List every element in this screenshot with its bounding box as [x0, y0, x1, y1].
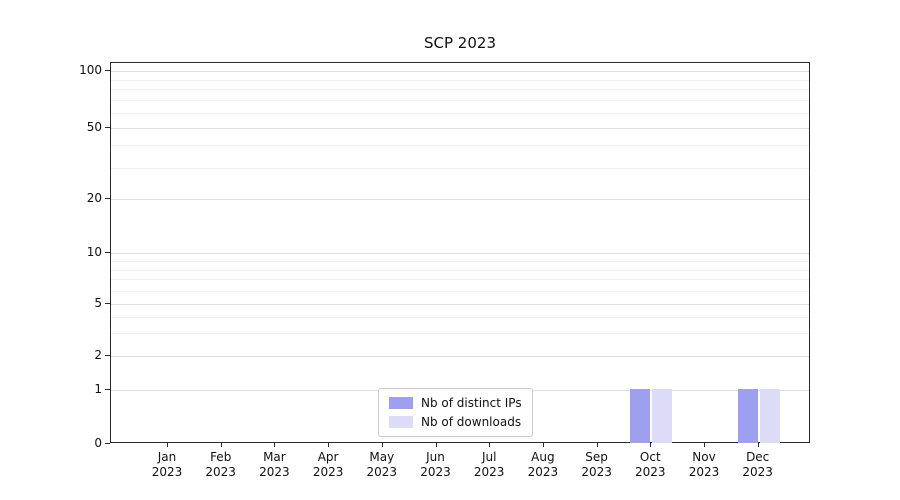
y-tick-mark — [105, 252, 110, 254]
x-tick-mark — [489, 443, 491, 447]
major-gridline — [111, 355, 809, 357]
minor-gridline — [111, 269, 809, 271]
x-tick-label: Nov 2023 — [688, 450, 720, 479]
minor-gridline — [111, 316, 809, 318]
x-tick-label: Jan 2023 — [151, 450, 183, 479]
minor-gridline — [111, 167, 809, 169]
minor-gridline — [111, 290, 809, 292]
x-tick-mark — [328, 443, 330, 447]
major-gridline — [111, 128, 809, 130]
chart-title: SCP 2023 — [424, 34, 496, 52]
legend-swatch-downloads — [389, 416, 413, 428]
y-tick-label: 50 — [86, 120, 102, 135]
minor-gridline — [111, 333, 809, 335]
y-tick-mark — [105, 198, 110, 200]
y-tick-mark — [105, 70, 110, 71]
x-tick-mark — [704, 443, 705, 447]
minor-gridline — [111, 260, 809, 262]
minor-gridline — [111, 145, 809, 147]
x-tick-mark — [381, 443, 383, 447]
y-tick-mark — [105, 303, 110, 305]
y-tick-label: 20 — [86, 191, 102, 206]
y-tick-label: 1 — [94, 381, 102, 396]
major-gridline — [111, 304, 809, 306]
minor-gridline — [111, 79, 809, 81]
minor-gridline — [111, 100, 809, 102]
legend-swatch-distinct-ips — [389, 397, 413, 409]
x-tick-label: May 2023 — [366, 450, 398, 479]
y-tick-mark — [105, 388, 110, 390]
x-tick-label: Mar 2023 — [259, 450, 290, 479]
x-tick-mark — [542, 443, 544, 447]
legend-label-distinct-ips: Nb of distinct IPs — [421, 396, 522, 410]
y-tick-label: 10 — [86, 245, 102, 260]
legend: Nb of distinct IPs Nb of downloads — [378, 388, 533, 437]
bar-distinct-ips — [630, 388, 651, 443]
y-tick-label: 0 — [94, 436, 102, 450]
x-tick-mark — [596, 443, 598, 447]
major-gridline — [111, 71, 809, 72]
x-tick-mark — [220, 443, 222, 447]
y-tick-mark — [105, 354, 110, 356]
minor-gridline — [111, 113, 809, 115]
x-tick-label: Aug 2023 — [527, 450, 559, 479]
x-tick-mark — [435, 443, 437, 447]
x-tick-label: Dec 2023 — [742, 450, 773, 479]
x-tick-mark — [274, 443, 276, 447]
legend-item-distinct-ips: Nb of distinct IPs — [389, 396, 522, 410]
y-tick-label: 5 — [94, 296, 102, 311]
x-tick-label: Jul 2023 — [473, 450, 505, 479]
bar-downloads — [759, 388, 780, 443]
x-tick-label: Sep 2023 — [581, 450, 612, 479]
major-gridline — [111, 253, 809, 255]
y-tick-label: 100 — [79, 63, 102, 77]
x-tick-label: Feb 2023 — [205, 450, 236, 479]
legend-item-downloads: Nb of downloads — [389, 415, 522, 429]
bar-distinct-ips — [737, 388, 758, 443]
x-tick-label: Apr 2023 — [312, 450, 344, 479]
plot-area: Nb of distinct IPs Nb of downloads — [110, 62, 810, 443]
minor-gridline — [111, 89, 809, 91]
bar-downloads — [652, 388, 673, 443]
major-gridline — [111, 199, 809, 201]
y-tick-mark — [105, 443, 110, 444]
legend-label-downloads: Nb of downloads — [421, 415, 522, 429]
y-tick-label: 2 — [94, 347, 102, 362]
y-tick-mark — [105, 127, 110, 129]
x-tick-mark — [650, 443, 652, 447]
minor-gridline — [111, 279, 809, 281]
x-tick-mark — [167, 443, 168, 447]
x-tick-label: Jun 2023 — [420, 450, 451, 479]
x-tick-label: Oct 2023 — [635, 450, 666, 479]
x-tick-mark — [757, 443, 759, 447]
